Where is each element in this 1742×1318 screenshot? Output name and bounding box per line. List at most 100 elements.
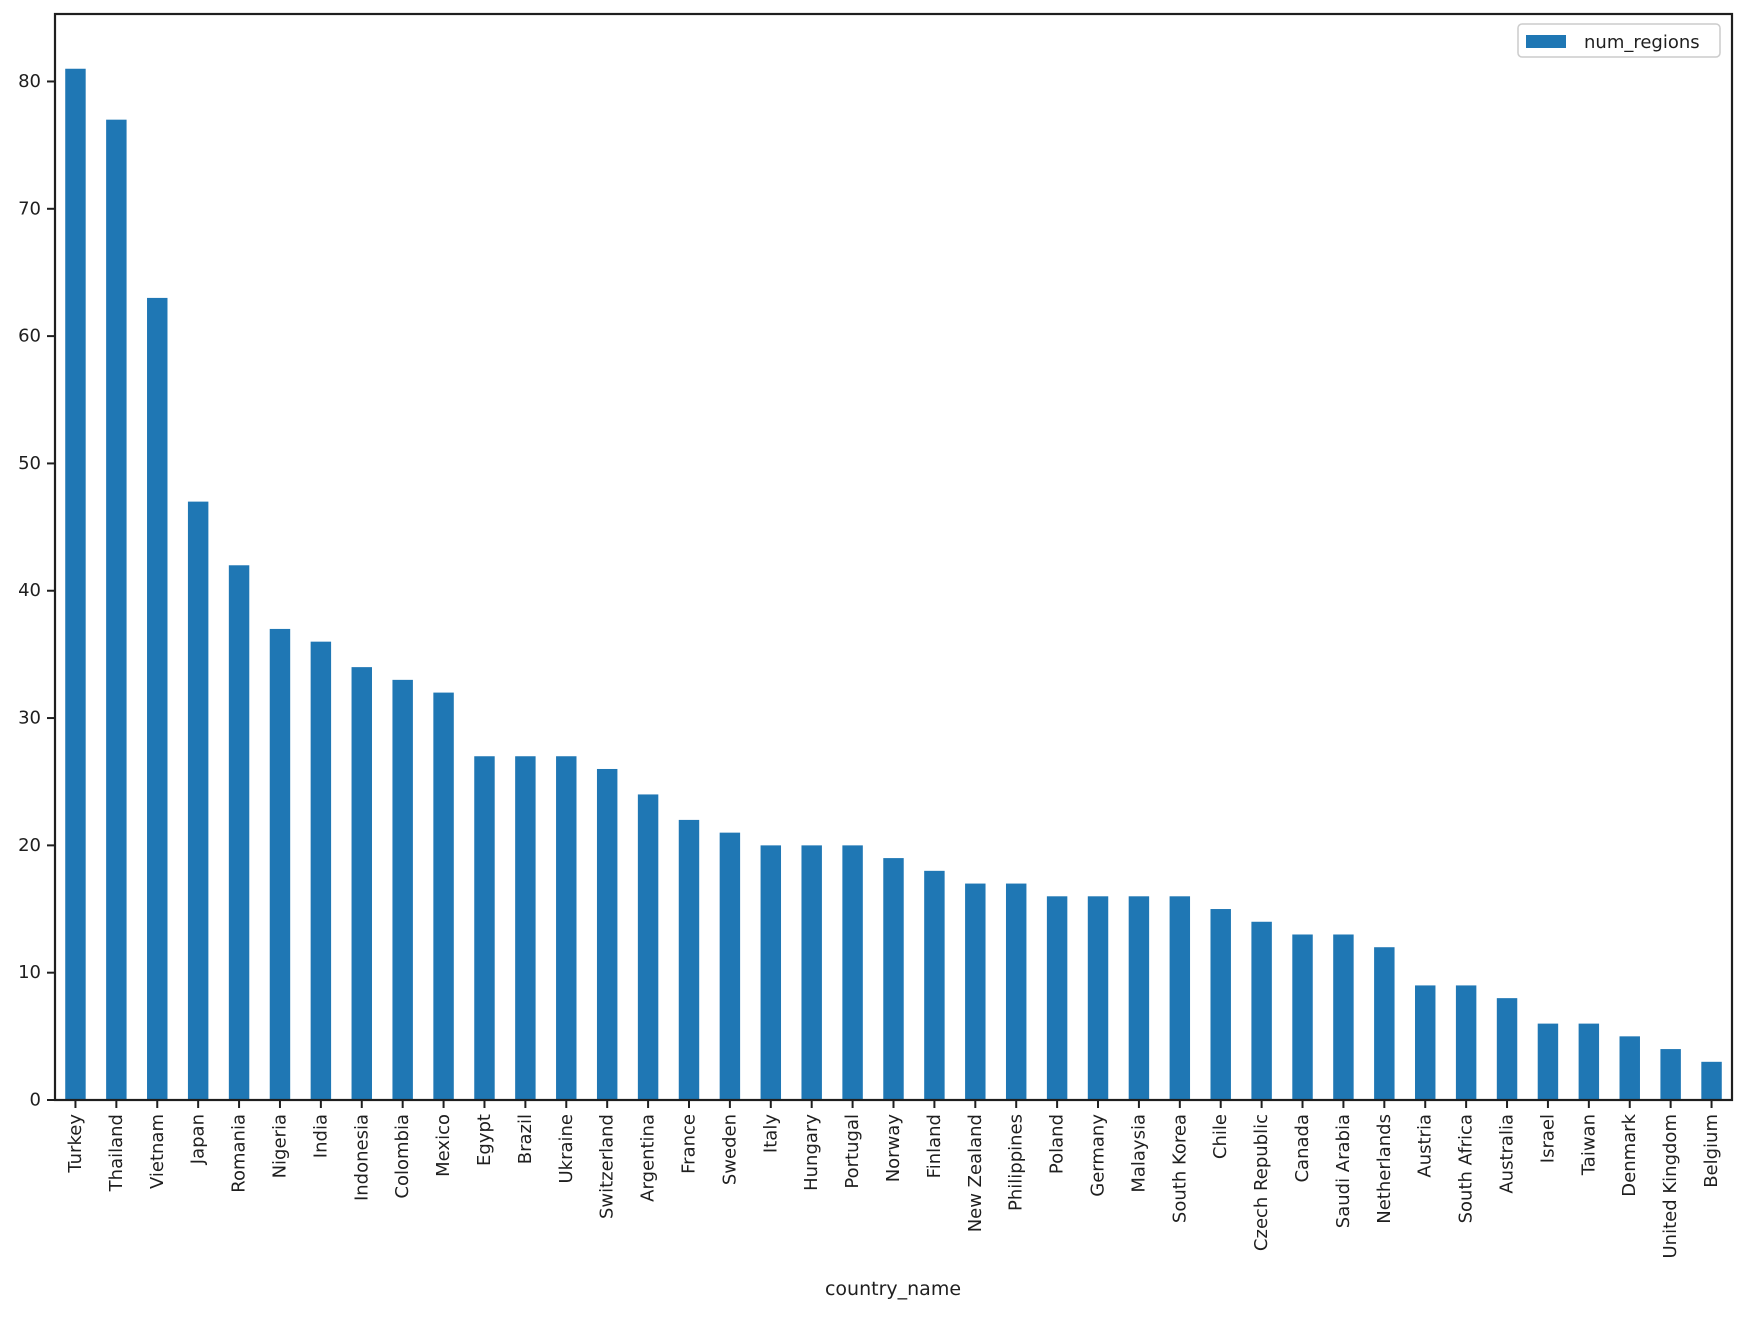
y-tick-label: 60 bbox=[18, 326, 41, 347]
x-tick-label: Germany bbox=[1088, 1114, 1109, 1197]
legend-swatch bbox=[1526, 35, 1566, 48]
x-tick-label: Taiwan bbox=[1578, 1114, 1599, 1176]
x-tick-label: Brazil bbox=[515, 1114, 536, 1164]
bar bbox=[1660, 1049, 1681, 1100]
bar bbox=[924, 870, 945, 1100]
bar bbox=[187, 501, 209, 1100]
y-tick-label: 70 bbox=[18, 198, 41, 219]
bar bbox=[1046, 896, 1068, 1100]
x-tick-label: Romania bbox=[229, 1114, 250, 1193]
y-tick-label: 0 bbox=[30, 1090, 41, 1111]
bar bbox=[1005, 883, 1027, 1100]
bar bbox=[474, 756, 495, 1100]
bar bbox=[228, 565, 250, 1100]
x-tick-label: Austria bbox=[1415, 1114, 1436, 1178]
bar bbox=[1455, 985, 1477, 1100]
bar bbox=[392, 679, 413, 1100]
x-tick-label: Chile bbox=[1210, 1114, 1231, 1159]
bar bbox=[1210, 909, 1231, 1100]
bar bbox=[515, 756, 536, 1100]
x-tick-label: Australia bbox=[1497, 1114, 1518, 1194]
x-tick-label: Poland bbox=[1047, 1114, 1068, 1174]
x-tick-label: Finland bbox=[924, 1114, 945, 1178]
x-tick-label: Portugal bbox=[842, 1114, 863, 1189]
x-tick-label: Hungary bbox=[801, 1114, 822, 1191]
x-tick-label: Saudi Arabia bbox=[1333, 1114, 1354, 1228]
bar bbox=[1496, 998, 1518, 1100]
x-tick-label: Malaysia bbox=[1128, 1114, 1149, 1193]
x-tick-label: Czech Republic bbox=[1251, 1114, 1272, 1251]
bar bbox=[1087, 896, 1109, 1100]
x-tick-label: Colombia bbox=[392, 1114, 413, 1199]
x-tick-label: India bbox=[310, 1114, 331, 1158]
x-tick-label: France bbox=[678, 1114, 699, 1174]
x-tick-label: Indonesia bbox=[351, 1114, 372, 1201]
x-tick-label: Italy bbox=[760, 1114, 781, 1153]
bar bbox=[1537, 1023, 1559, 1100]
x-tick-label: Sweden bbox=[719, 1114, 740, 1185]
bar bbox=[842, 845, 863, 1100]
x-tick-label: Nigeria bbox=[269, 1114, 290, 1178]
bar bbox=[760, 845, 782, 1100]
bar bbox=[1415, 985, 1436, 1100]
bar bbox=[596, 768, 618, 1100]
bar bbox=[269, 628, 291, 1100]
bar bbox=[1128, 896, 1150, 1100]
y-tick-label: 50 bbox=[18, 453, 41, 474]
plot-border bbox=[53, 12, 1734, 1102]
y-tick-label: 80 bbox=[18, 71, 41, 92]
legend-box bbox=[1517, 23, 1721, 58]
bar bbox=[1333, 934, 1354, 1100]
bar bbox=[433, 692, 454, 1100]
x-tick-label: Israel bbox=[1537, 1114, 1558, 1163]
y-tick-label: 20 bbox=[18, 835, 41, 856]
x-tick-label: Netherlands bbox=[1374, 1114, 1395, 1224]
bar bbox=[965, 883, 986, 1100]
x-tick-label: Thailand bbox=[106, 1114, 127, 1192]
x-tick-label: Switzerland bbox=[597, 1114, 618, 1219]
y-tick-label: 30 bbox=[18, 708, 41, 729]
bar bbox=[801, 845, 822, 1100]
x-tick-label: Argentina bbox=[638, 1114, 659, 1202]
legend: num_regions bbox=[1517, 23, 1721, 58]
bar bbox=[883, 858, 904, 1100]
plot-area: 0 10 20 30 40 50 60 70 80 Turkey Thailand Vietnam Ja… bbox=[18, 12, 1734, 1258]
y-tick-label: 10 bbox=[18, 962, 41, 983]
bar bbox=[351, 667, 372, 1100]
x-tick-label: Egypt bbox=[474, 1114, 495, 1166]
bar bbox=[1169, 896, 1191, 1100]
bar bbox=[65, 68, 86, 1100]
x-tick-label: Vietnam bbox=[147, 1114, 168, 1189]
bar bbox=[147, 297, 168, 1100]
bar bbox=[1251, 921, 1272, 1100]
y-tick-label: 40 bbox=[18, 580, 41, 601]
x-tick-label: Denmark bbox=[1619, 1113, 1640, 1196]
x-tick-label: United Kingdom bbox=[1660, 1114, 1681, 1258]
bar bbox=[637, 794, 659, 1100]
bar bbox=[678, 819, 700, 1100]
x-tick-label: Mexico bbox=[433, 1114, 454, 1177]
bar bbox=[1292, 934, 1313, 1100]
x-tick-label: Philippines bbox=[1006, 1114, 1027, 1211]
bar bbox=[556, 756, 577, 1100]
legend-label: num_regions bbox=[1584, 32, 1700, 53]
bar bbox=[1701, 1061, 1722, 1100]
x-tick-label: Belgium bbox=[1701, 1114, 1722, 1188]
x-tick-label: South Korea bbox=[1169, 1114, 1190, 1223]
x-tick-label: Japan bbox=[188, 1114, 209, 1165]
x-tick-label: Canada bbox=[1292, 1114, 1313, 1183]
x-tick-label: New Zealand bbox=[965, 1114, 986, 1232]
bar bbox=[310, 641, 332, 1100]
x-axis-label: country_name bbox=[825, 1278, 961, 1300]
bar bbox=[106, 119, 127, 1101]
x-tick-label: Turkey bbox=[65, 1114, 86, 1174]
bar bbox=[719, 832, 741, 1100]
bar bbox=[1619, 1036, 1640, 1100]
x-tick-label: South Africa bbox=[1456, 1114, 1477, 1223]
bar bbox=[1578, 1023, 1600, 1100]
x-tick-label: Ukraine bbox=[556, 1114, 577, 1184]
x-tick-label: Norway bbox=[883, 1114, 904, 1183]
bar bbox=[1374, 947, 1395, 1100]
